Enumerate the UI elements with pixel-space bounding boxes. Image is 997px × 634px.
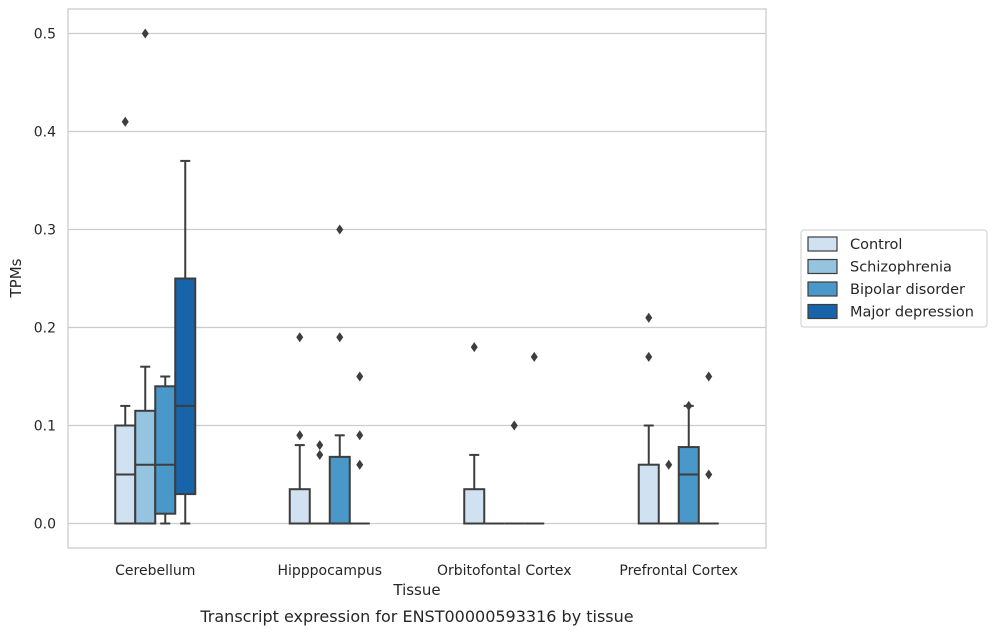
box [328, 455, 351, 525]
outlier-point [336, 224, 344, 235]
box-group [637, 312, 660, 525]
outlier-point [530, 351, 538, 362]
legend-swatch [807, 303, 838, 320]
box-group [309, 440, 330, 525]
legend: Control Schizophrenia Bipolar disorder Majo… [800, 229, 988, 328]
legend-items: Control Schizophrenia Bipolar disorder Majo… [807, 236, 974, 321]
box-group [463, 342, 486, 525]
box-group [154, 375, 177, 525]
box-group [174, 159, 197, 525]
box-group [288, 332, 311, 525]
legend-swatch [807, 281, 838, 297]
y-axis-label: TPMs [7, 258, 25, 298]
outlier-point [356, 430, 364, 441]
outlier-point [645, 312, 653, 323]
outlier-point [685, 400, 693, 411]
outlier-point [705, 371, 713, 382]
box-group [349, 371, 370, 525]
box [288, 488, 311, 525]
outlier-point [316, 440, 324, 451]
outlier-point [645, 351, 653, 362]
outlier-point [296, 332, 304, 343]
boxes [114, 28, 719, 525]
x-tick-label: Orbitofontal Cortex [437, 563, 572, 579]
legend-label: Bipolar disorder [850, 282, 965, 298]
outlier-point [470, 342, 478, 353]
x-tick-label: Hipppocampus [277, 563, 382, 579]
y-tick-labels: 0.0 0.1 0.2 0.3 0.4 0.5 [34, 27, 56, 533]
box [154, 385, 177, 515]
outlier-point [316, 449, 324, 460]
box [677, 446, 700, 525]
y-tick-label: 0.4 [34, 125, 56, 141]
legend-label: Major depression [850, 305, 974, 321]
y-tick-label: 0.2 [34, 321, 56, 337]
box-group [504, 420, 525, 525]
y-tick-label: 0.1 [34, 419, 56, 435]
box-group [328, 224, 351, 525]
legend-label: Control [850, 237, 902, 253]
outlier-point [705, 469, 713, 480]
outlier-point [510, 420, 518, 431]
box [174, 277, 197, 496]
outlier-point [336, 332, 344, 343]
y-tick-label: 0.0 [34, 517, 56, 533]
box [463, 488, 486, 525]
legend-swatch [807, 236, 838, 252]
box [637, 463, 660, 525]
legend-label: Schizophrenia [850, 260, 952, 276]
outlier-point [665, 459, 673, 470]
x-tick-labels: Cerebellum Hipppocampus Orbitofontal Corte… [115, 563, 738, 579]
x-tick-label: Cerebellum [115, 563, 195, 579]
y-tick-label: 0.5 [34, 27, 56, 43]
outlier-point [121, 116, 129, 127]
plot-frame [67, 8, 767, 549]
box-group [524, 351, 545, 525]
outlier-point [356, 371, 364, 382]
outlier-point [356, 459, 364, 470]
legend-swatch [807, 258, 838, 275]
box-group [677, 400, 700, 525]
box [134, 409, 157, 525]
box-group [698, 371, 719, 525]
x-axis-label: Tissue [392, 581, 440, 599]
box-group [658, 459, 679, 525]
legend-frame [800, 229, 988, 328]
y-tick-label: 0.3 [34, 223, 56, 239]
outlier-point [296, 430, 304, 441]
chart-caption: Transcript expression for ENST0000059331… [199, 607, 633, 626]
outlier-point [141, 28, 149, 39]
x-tick-label: Prefrontal Cortex [619, 563, 738, 579]
